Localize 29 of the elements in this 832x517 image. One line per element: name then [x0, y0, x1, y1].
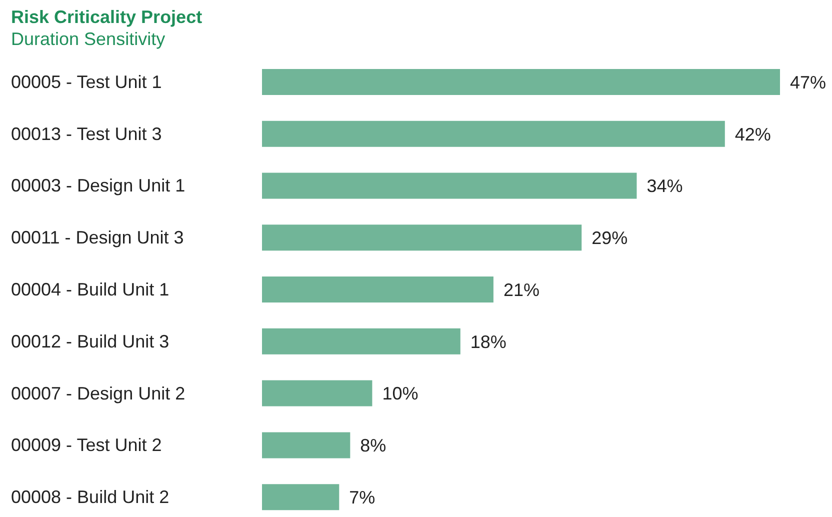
y-tick-label: 00005 - Test Unit 1 [11, 72, 162, 92]
y-tick-label: 00011 - Design Unit 3 [11, 228, 184, 248]
data-label: 29% [592, 228, 628, 248]
y-tick-label: 00003 - Design Unit 1 [11, 176, 186, 196]
bar [262, 120, 725, 147]
y-tick-label: 00008 - Build Unit 2 [11, 487, 170, 508]
bar [262, 380, 372, 406]
data-label: 47% [790, 72, 826, 92]
data-label: 42% [734, 124, 771, 144]
bar [262, 484, 340, 510]
data-label: 8% [360, 436, 386, 456]
y-tick-label: 00004 - Build Unit 1 [11, 280, 170, 300]
text: Duration Sensitivity [11, 28, 166, 50]
data-label: 34% [646, 176, 683, 196]
bar [262, 432, 350, 458]
bar [262, 328, 460, 354]
y-tick-label: 00012 - Build Unit 3 [11, 331, 170, 352]
bar [262, 68, 780, 95]
y-tick-label: 00013 - Test Unit 3 [11, 124, 162, 144]
y-tick-label: 00007 - Design Unit 2 [11, 383, 186, 404]
y-tick-label: 00009 - Test Unit 2 [11, 435, 162, 456]
data-label: 18% [470, 332, 506, 352]
bar [262, 224, 582, 251]
data-label: 10% [382, 384, 418, 404]
text: Risk Criticality Project [11, 6, 204, 28]
bar [262, 276, 494, 303]
data-label: 7% [349, 487, 376, 508]
data-label: 21% [503, 280, 540, 300]
bar [262, 172, 637, 199]
